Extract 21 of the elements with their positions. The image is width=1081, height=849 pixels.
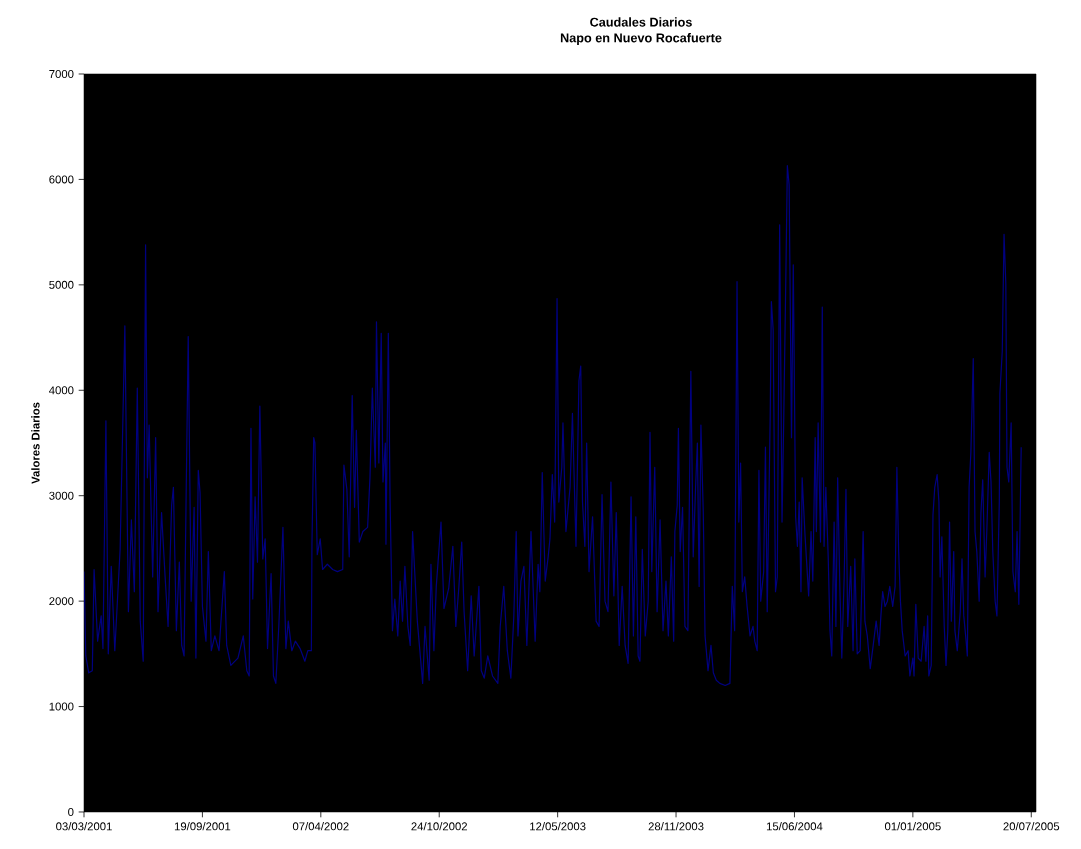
x-tick-label: 07/04/2002	[292, 822, 349, 831]
x-tick-label: 03/03/2001	[56, 822, 112, 831]
y-tick-label: 4000	[49, 386, 74, 395]
y-tick-label: 6000	[49, 175, 74, 184]
y-tick-label: 1000	[49, 702, 74, 711]
chart-subtitle: Napo en Nuevo Rocafuerte	[560, 33, 722, 45]
x-tick-label: 15/06/2004	[766, 822, 823, 831]
y-tick-label: 0	[68, 807, 74, 816]
y-axis-title: Valores Diarios	[31, 402, 40, 484]
y-tick-label: 5000	[49, 280, 74, 289]
x-tick-label: 12/05/2003	[530, 822, 586, 831]
x-tick-label: 19/09/2001	[174, 822, 231, 831]
y-tick-label: 3000	[49, 491, 74, 500]
x-tick-label: 01/01/2005	[884, 822, 941, 831]
x-tick-label: 24/10/2002	[411, 822, 468, 831]
line-series	[84, 165, 1022, 687]
y-tick-label: 7000	[49, 69, 74, 78]
x-tick-label: 20/07/2005	[1003, 822, 1060, 831]
chart-title: Caudales Diarios	[590, 17, 692, 27]
x-tick-label: 28/11/2003	[648, 822, 704, 831]
y-tick-label: 2000	[49, 597, 74, 606]
